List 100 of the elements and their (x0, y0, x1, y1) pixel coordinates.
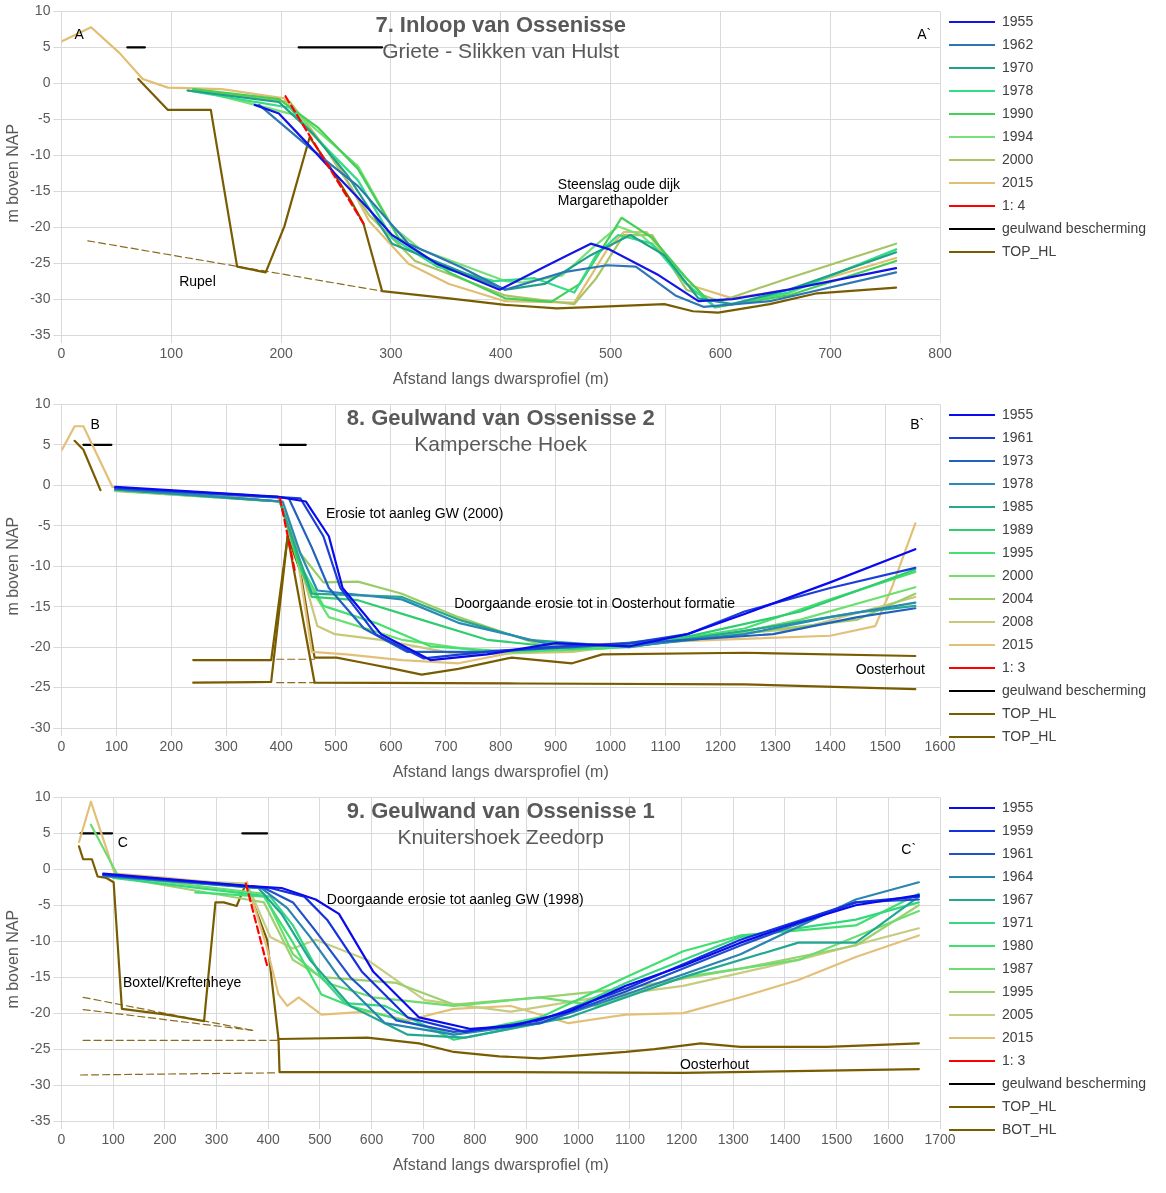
x-tick-label: 700 (411, 1131, 436, 1148)
annotation: Erosie tot aanleg GW (2000) (325, 504, 504, 521)
legend-label: TOP_HL (1002, 242, 1057, 259)
y-tick-label: 5 (42, 435, 51, 452)
y-tick-label: 5 (42, 38, 51, 55)
x-tick-label: 1000 (562, 1131, 595, 1148)
legend-label: 1987 (1002, 959, 1034, 976)
x-tick-label: 300 (204, 1131, 229, 1148)
legend-label: 2005 (1002, 1005, 1034, 1022)
x-tick-label: 700 (434, 738, 458, 755)
x-tick-label: 500 (308, 1131, 332, 1148)
legend-label: 1955 (1002, 798, 1034, 815)
y-tick-label: 10 (34, 395, 51, 412)
x-tick-label: 100 (101, 1131, 126, 1148)
legend-label: 1955 (1002, 12, 1034, 29)
x-tick-label: 600 (359, 1131, 384, 1148)
legend-label: 1961 (1002, 428, 1034, 445)
legend-label: geulwand bescherming (1002, 1074, 1147, 1091)
legend-label: 1: 3 (1002, 1051, 1026, 1068)
x-tick-label: 1100 (650, 738, 681, 755)
x-tick-label: 0 (57, 345, 66, 362)
annotation: C` (901, 841, 917, 858)
y-tick-label: -5 (37, 516, 51, 533)
x-tick-label: 1600 (924, 738, 956, 755)
x-tick-label: 400 (256, 1131, 281, 1148)
x-tick-label: 800 (463, 1131, 487, 1148)
x-tick-label: 600 (708, 345, 733, 362)
x-tick-label: 300 (379, 345, 403, 362)
x-tick-label: 200 (153, 1131, 177, 1148)
y-axis-title: m boven NAP (4, 516, 22, 616)
legend-label: TOP_HL (1002, 727, 1057, 744)
y-tick-label: -35 (30, 325, 51, 342)
x-tick-label: 100 (104, 738, 129, 755)
legend-label: 1989 (1002, 520, 1034, 537)
x-tick-label: 1700 (924, 1131, 956, 1148)
y-tick-label: -10 (30, 146, 51, 163)
legend-label: 2015 (1002, 1028, 1034, 1045)
y-tick-label: -20 (30, 217, 51, 234)
annotation: Oosterhout (855, 660, 926, 677)
y-tick-label: -15 (30, 597, 51, 614)
legend-label: 2008 (1002, 612, 1034, 629)
x-tick-label: 800 (489, 738, 513, 755)
legend-label: 2000 (1002, 566, 1034, 583)
legend-label: 1: 4 (1002, 196, 1026, 213)
x-tick-label: 100 (159, 345, 184, 362)
legend-label: 1964 (1002, 867, 1034, 884)
annotation: Rupel (179, 272, 216, 289)
legend-label: 2000 (1002, 150, 1034, 167)
x-tick-label: 0 (57, 738, 66, 755)
y-tick-label: -10 (30, 932, 51, 949)
y-tick-label: -20 (30, 1003, 51, 1020)
y-tick-label: 0 (42, 74, 51, 91)
legend-label: 1955 (1002, 405, 1034, 422)
x-tick-label: 900 (543, 738, 568, 755)
y-tick-label: -10 (30, 557, 51, 574)
y-tick-label: 0 (42, 860, 51, 877)
legend-label: geulwand bescherming (1002, 681, 1147, 698)
y-tick-label: -35 (30, 1111, 51, 1128)
chart-title: 9. Geulwand van Ossenisse 1 (346, 798, 655, 824)
legend-label: 2015 (1002, 635, 1034, 652)
x-tick-label: 700 (818, 345, 843, 362)
annotation: B (90, 416, 100, 433)
annotation: A` (917, 25, 932, 42)
x-tick-label: 500 (598, 345, 623, 362)
y-tick-label: -20 (30, 637, 51, 654)
y-tick-label: -5 (37, 896, 51, 913)
annotation: B` (910, 416, 925, 433)
legend-label: 1995 (1002, 982, 1034, 999)
x-tick-label: 1200 (666, 1131, 698, 1148)
x-tick-label: 0 (57, 1131, 66, 1148)
x-tick-label: 1300 (717, 1131, 750, 1148)
x-tick-label: 300 (214, 738, 239, 755)
legend-label: 1961 (1002, 844, 1034, 861)
x-tick-label: 1400 (769, 1131, 801, 1148)
legend-label: 1980 (1002, 936, 1034, 953)
x-tick-label: 1300 (759, 738, 792, 755)
legend-label: 1973 (1002, 451, 1034, 468)
y-tick-label: -30 (30, 289, 51, 306)
annotation: Doorgaande erosie tot aanleg GW (1998) (326, 891, 584, 908)
legend-label: 1971 (1002, 913, 1034, 930)
y-axis-title: m boven NAP (4, 123, 22, 223)
legend-label: TOP_HL (1002, 1097, 1057, 1114)
x-tick-label: 600 (379, 738, 403, 755)
chart-title: 7. Inloop van Ossenisse (375, 12, 627, 38)
legend-label: BOT_HL (1002, 1120, 1057, 1137)
y-tick-label: -30 (30, 1075, 51, 1092)
chart-title: 8. Geulwand van Ossenisse 2 (346, 405, 655, 431)
y-tick-label: -25 (30, 678, 51, 695)
x-tick-label: 900 (514, 1131, 539, 1148)
x-tick-label: 1500 (869, 738, 901, 755)
text: Griete - Slikken van Hulst (382, 38, 620, 62)
x-tick-label: 1400 (814, 738, 846, 755)
x-tick-label: 200 (269, 345, 293, 362)
y-tick-label: -5 (37, 110, 51, 127)
legend-label: 1970 (1002, 58, 1034, 75)
legend-label: 1967 (1002, 890, 1034, 907)
x-tick-label: 800 (928, 345, 952, 362)
x-tick-label: 1200 (704, 738, 737, 755)
legend-label: 1: 3 (1002, 658, 1026, 675)
annotation: C (117, 833, 128, 850)
